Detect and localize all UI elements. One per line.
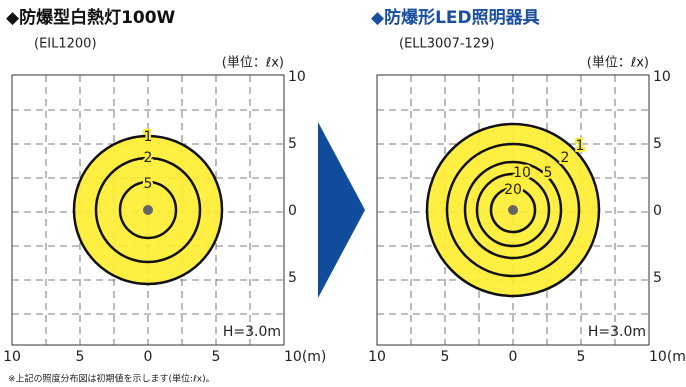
model: (ELL3007-129)	[399, 37, 494, 52]
unit: (単位：ℓx)	[587, 55, 649, 71]
isolux-contour	[425, 122, 601, 298]
contour-label: 2	[561, 150, 570, 166]
y-tick-label: 0	[288, 203, 297, 219]
model: (EIL1200)	[34, 37, 97, 52]
y-tick-label: 5	[288, 270, 297, 286]
y-tick-label: 10	[288, 69, 306, 85]
x-tick-label: 5	[212, 349, 221, 365]
isolux-contour	[475, 172, 551, 248]
x-tick-label: 10	[368, 349, 386, 365]
isolux-contour	[118, 180, 178, 240]
title: ◆防爆形LED照明器具	[371, 7, 540, 28]
footnote: ※上記の照度分布図は初期値を示します(単位:ℓx)。	[8, 373, 215, 385]
y-tick-label: 10	[653, 69, 671, 85]
contour-label: 1	[576, 138, 585, 154]
mounting-height: H=3.0m	[588, 324, 646, 340]
lamp-center	[143, 205, 153, 215]
contour-label: 2	[144, 150, 153, 166]
contour-label: 10	[513, 165, 531, 181]
x-tick-label: 0	[144, 349, 153, 365]
contour-label: 5	[144, 176, 153, 192]
x-tick-label: 5	[577, 349, 586, 365]
x-tick-label: 0	[509, 349, 518, 365]
isolux-contour	[94, 156, 202, 264]
contour-label: 20	[504, 182, 522, 198]
isolux-contour	[445, 142, 581, 278]
isolux-contour	[463, 160, 563, 260]
x-tick-label: 10(m)	[649, 349, 686, 365]
contour-label: 5	[544, 165, 553, 181]
y-tick-label: 5	[288, 136, 297, 152]
title: ◆防爆型白熱灯100W	[6, 7, 176, 28]
x-tick-label: 10(m)	[284, 349, 326, 365]
isolux-contour	[72, 134, 224, 286]
y-tick-label: 5	[653, 136, 662, 152]
x-tick-label: 5	[441, 349, 450, 365]
y-tick-label: 0	[653, 203, 662, 219]
lamp-center	[508, 205, 518, 215]
contour-label: 1	[144, 129, 153, 145]
x-tick-label: 5	[76, 349, 85, 365]
mounting-height: H=3.0m	[223, 324, 281, 340]
y-tick-label: 5	[653, 270, 662, 286]
isolux-contour	[489, 186, 537, 234]
x-tick-label: 10	[3, 349, 21, 365]
arrow	[318, 122, 365, 298]
unit: (単位：ℓx)	[222, 55, 284, 71]
